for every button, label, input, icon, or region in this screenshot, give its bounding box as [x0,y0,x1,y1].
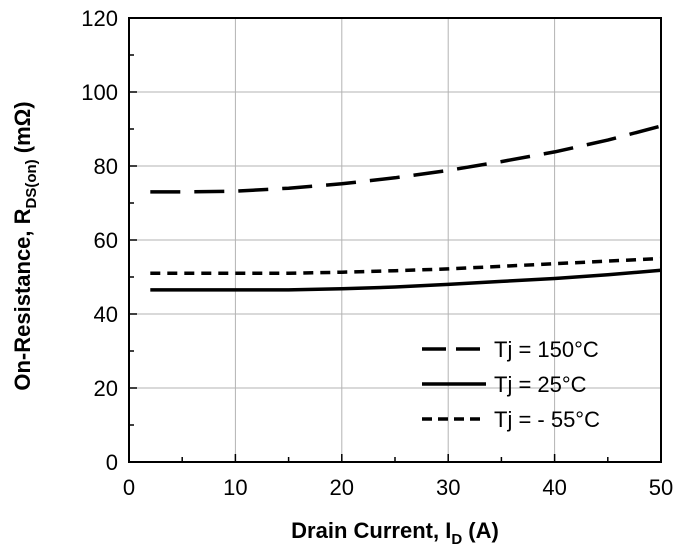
x-tick-label: 10 [223,475,247,500]
series-line [150,256,662,276]
axis-labels: Drain Current, ID (A) On-Resistance, RDS… [10,101,499,548]
y-tick-label: 80 [94,154,118,179]
x-tick-label: 0 [123,475,135,500]
x-axis-label-unit: (A) [462,518,499,543]
y-axis-label: On-Resistance, RDS(on) (mΩ) [10,101,40,390]
legend-label: Tj = - 55°C [494,407,600,432]
series-line [150,268,662,292]
x-axis-label-subscript: D [451,531,462,548]
x-tick-label: 30 [436,475,460,500]
y-tick-label: 40 [94,302,118,327]
axis-ticks: 0 10 20 30 40 50 0 20 40 60 80 100 120 [81,6,673,500]
y-tick-label: 60 [94,228,118,253]
x-tick-label: 40 [542,475,566,500]
series-line [150,124,662,194]
legend-label: Tj = 150°C [494,337,599,362]
x-tick-label: 20 [330,475,354,500]
y-axis-label-unit: (mΩ) [10,101,35,159]
y-tick-label: 100 [81,80,118,105]
legend: Tj = 150°C Tj = 25°C Tj = - 55°C [422,337,600,432]
y-tick-label: 20 [94,376,118,401]
legend-label: Tj = 25°C [494,372,587,397]
grid [128,17,662,463]
y-tick-label: 120 [81,6,118,31]
x-axis-label: Drain Current, ID (A) [291,518,499,548]
x-axis-label-main: Drain Current, I [291,518,451,543]
y-tick-label: 0 [106,450,118,475]
plot-lines [150,124,662,292]
x-tick-label: 50 [649,475,673,500]
y-axis-label-subscript: DS(on) [23,159,40,208]
y-axis-label-main: On-Resistance, R [10,208,35,390]
